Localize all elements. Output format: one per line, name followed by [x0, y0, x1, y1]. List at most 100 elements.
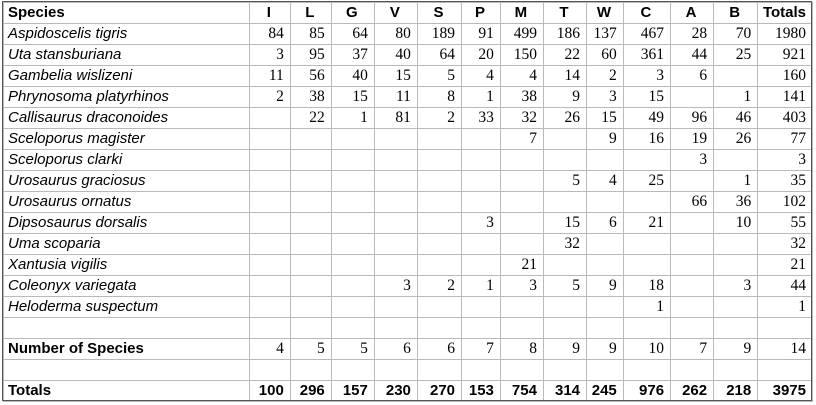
count-cell: 70: [713, 23, 759, 45]
count-cell: 8: [416, 86, 463, 108]
species-name-cell: Sceloporus magister: [3, 128, 250, 150]
count-cell: [542, 296, 588, 318]
species-count-cell: 10: [622, 338, 672, 360]
count-cell: 25: [622, 170, 672, 192]
count-cell: 20: [461, 44, 501, 66]
count-cell: 2: [416, 275, 463, 297]
table-row: Coleonyx variegata 3 2 1 3 5 9 18 3 44: [3, 275, 813, 297]
count-cell: 66: [670, 191, 715, 213]
count-cell: 40: [373, 44, 418, 66]
count-cell: [416, 296, 463, 318]
count-cell: [713, 149, 759, 171]
count-cell: [461, 170, 501, 192]
species-name-cell: Urosaurus ornatus: [3, 191, 250, 213]
row-total-cell: 1: [757, 296, 813, 318]
header-col-s: S: [416, 2, 463, 24]
count-cell: [248, 191, 291, 213]
species-count-cell: 8: [499, 338, 544, 360]
column-total-cell: 245: [586, 380, 624, 402]
count-cell: [713, 233, 759, 255]
count-cell: 361: [622, 44, 672, 66]
count-cell: [542, 149, 588, 171]
species-count-cell: 7: [461, 338, 501, 360]
blank-cell: [3, 359, 250, 381]
count-cell: 16: [622, 128, 672, 150]
count-cell: [461, 128, 501, 150]
count-cell: [586, 191, 624, 213]
count-cell: 84: [248, 23, 291, 45]
blank-row: [3, 359, 813, 381]
column-total-cell: 270: [416, 380, 463, 402]
number-of-species-label: Number of Species: [3, 338, 250, 360]
count-cell: [330, 233, 375, 255]
species-count-table: Species I L G V S P M T W C A B Totals A…: [3, 2, 813, 402]
column-total-cell: 100: [248, 380, 291, 402]
count-cell: [586, 149, 624, 171]
count-cell: [713, 65, 759, 87]
count-cell: 2: [248, 86, 291, 108]
count-cell: 5: [542, 170, 588, 192]
count-cell: 3: [670, 149, 715, 171]
count-cell: [622, 254, 672, 276]
row-total-cell: 102: [757, 191, 813, 213]
species-name-cell: Urosaurus graciosus: [3, 170, 250, 192]
species-name-cell: Heloderma suspectum: [3, 296, 250, 318]
count-cell: [499, 233, 544, 255]
species-name-cell: Phrynosoma platyrhinos: [3, 86, 250, 108]
count-cell: 49: [622, 107, 672, 129]
count-cell: 499: [499, 23, 544, 45]
count-cell: [330, 128, 375, 150]
count-cell: [330, 191, 375, 213]
count-cell: 18: [622, 275, 672, 297]
count-cell: 137: [586, 23, 624, 45]
count-cell: [586, 296, 624, 318]
count-cell: [330, 275, 375, 297]
count-cell: 56: [289, 65, 332, 87]
count-cell: [330, 170, 375, 192]
count-cell: 15: [622, 86, 672, 108]
count-cell: 85: [289, 23, 332, 45]
count-cell: 11: [373, 86, 418, 108]
count-cell: [499, 191, 544, 213]
count-cell: [670, 275, 715, 297]
column-total-cell: 218: [713, 380, 759, 402]
table-row: Urosaurus graciosus 5 4 25 1 35: [3, 170, 813, 192]
table-row: Gambelia wislizeni 11 56 40 15 5 4 4 14 2 3 6 160: [3, 65, 813, 87]
row-total-cell: 403: [757, 107, 813, 129]
count-cell: [461, 233, 501, 255]
row-total-cell: 77: [757, 128, 813, 150]
count-cell: 64: [416, 44, 463, 66]
header-col-b: B: [713, 2, 759, 24]
header-row: Species I L G V S P M T W C A B Totals: [3, 2, 813, 24]
count-cell: 46: [713, 107, 759, 129]
species-rows: Aspidoscelis tigris 84 85 64 80 189 91 499 186 13…: [3, 23, 813, 318]
column-total-cell: 314: [542, 380, 588, 402]
count-cell: 28: [670, 23, 715, 45]
count-cell: [622, 191, 672, 213]
count-cell: 14: [542, 65, 588, 87]
count-cell: [416, 149, 463, 171]
species-name-cell: Gambelia wislizeni: [3, 65, 250, 87]
count-cell: [416, 212, 463, 234]
count-cell: 2: [416, 107, 463, 129]
count-cell: [542, 128, 588, 150]
count-cell: 3: [248, 44, 291, 66]
count-cell: 38: [499, 86, 544, 108]
header-col-a: A: [670, 2, 715, 24]
count-cell: [416, 128, 463, 150]
count-cell: [373, 254, 418, 276]
blank-cell: [3, 317, 250, 339]
species-name-cell: Callisaurus draconoides: [3, 107, 250, 129]
species-name-cell: Coleonyx variegata: [3, 275, 250, 297]
count-cell: [289, 212, 332, 234]
count-cell: [373, 296, 418, 318]
count-cell: [373, 170, 418, 192]
row-total-cell: 32: [757, 233, 813, 255]
count-cell: [373, 149, 418, 171]
row-total-cell: 55: [757, 212, 813, 234]
row-total-cell: 3: [757, 149, 813, 171]
count-cell: [586, 254, 624, 276]
count-cell: 1: [713, 170, 759, 192]
count-cell: [461, 149, 501, 171]
count-cell: [461, 191, 501, 213]
